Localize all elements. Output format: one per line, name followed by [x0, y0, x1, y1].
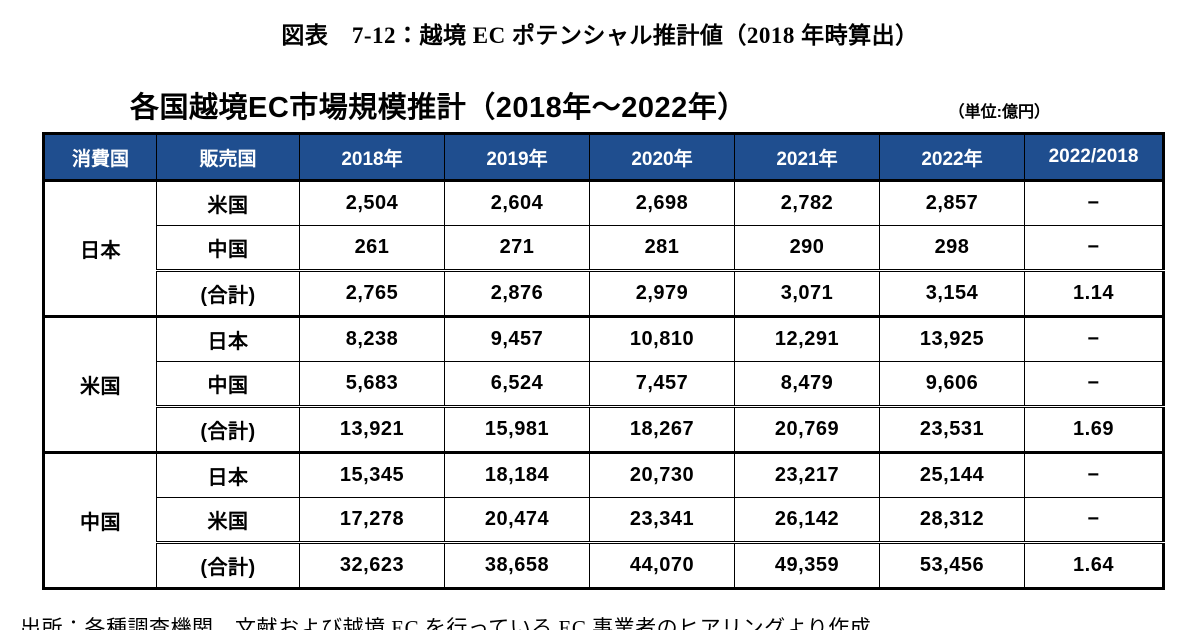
table-title-row: 各国越境EC市場規模推計（2018年～2022年） （単位:億円）: [42, 84, 1162, 126]
value-cell: 17,278: [299, 497, 445, 543]
consumer-cell-us: 米国: [43, 315, 157, 453]
value-cell: 44,070: [589, 541, 735, 589]
value-cell: 28,312: [879, 497, 1025, 543]
source-note: 出所：各種調査機関、文献および越境 EC を行っている EC 事業者のヒアリング…: [20, 616, 872, 630]
value-cell: 9,457: [444, 315, 590, 362]
value-cell: 8,238: [299, 315, 445, 362]
value-cell: 2,604: [444, 180, 590, 226]
seller-cell: 日本: [156, 451, 300, 498]
seller-cell-total: (合計): [156, 541, 300, 589]
market-size-table: 消費国 販売国 2018年 2019年 2020年 2021年 2022年 20…: [42, 132, 1165, 590]
ratio-cell: −: [1024, 225, 1164, 271]
unit-label: （単位:億円）: [948, 104, 1050, 121]
value-cell: 23,531: [879, 405, 1025, 453]
value-cell: 18,184: [444, 451, 590, 498]
value-cell: 15,345: [299, 451, 445, 498]
total-row: (合計) 2,765 2,876 2,979 3,071 3,154 1.14: [44, 269, 1164, 317]
seller-cell: 米国: [156, 180, 300, 226]
header-row: 消費国 販売国 2018年 2019年 2020年 2021年 2022年 20…: [43, 133, 1164, 182]
seller-cell: 日本: [156, 315, 300, 362]
value-cell: 13,921: [299, 405, 445, 453]
value-cell: 32,623: [299, 541, 445, 589]
seller-cell: 中国: [156, 361, 300, 407]
value-cell: 26,142: [734, 497, 880, 543]
column-header-ratio: 2022/2018: [1024, 133, 1164, 182]
table-row: 米国 日本 8,238 9,457 10,810 12,291 13,925 −: [43, 315, 1164, 453]
consumer-cell-china: 中国: [43, 451, 157, 589]
ratio-cell: −: [1024, 451, 1164, 498]
value-cell: 2,504: [299, 180, 445, 226]
seller-cell: 中国: [156, 225, 300, 271]
value-cell: 15,981: [444, 405, 590, 453]
consumer-cell-japan: 日本: [43, 180, 157, 317]
value-cell: 6,524: [444, 361, 590, 407]
value-cell: 2,698: [589, 180, 735, 226]
value-cell: 7,457: [589, 361, 735, 407]
column-header-consumer: 消費国: [43, 133, 157, 182]
value-cell: 2,765: [299, 269, 445, 317]
value-cell: 25,144: [879, 451, 1025, 498]
value-cell: 298: [879, 225, 1025, 271]
value-cell: 2,782: [734, 180, 880, 226]
value-cell: 13,925: [879, 315, 1025, 362]
table-row: 米国 17,278 20,474 23,341 26,142 28,312 −: [44, 497, 1164, 543]
value-cell: 261: [299, 225, 445, 271]
value-cell: 18,267: [589, 405, 735, 453]
column-header-2018: 2018年: [299, 133, 445, 182]
value-cell: 3,071: [734, 269, 880, 317]
column-header-2019: 2019年: [444, 133, 590, 182]
value-cell: 2,857: [879, 180, 1025, 226]
ratio-cell: −: [1024, 361, 1164, 407]
table-row: 日本 米国 2,504 2,604 2,698 2,782 2,857 −: [43, 180, 1164, 317]
value-cell: 5,683: [299, 361, 445, 407]
table-row: 中国 5,683 6,524 7,457 8,479 9,606 −: [44, 361, 1164, 407]
value-cell: 38,658: [444, 541, 590, 589]
value-cell: 290: [734, 225, 880, 271]
value-cell: 281: [589, 225, 735, 271]
ratio-cell: −: [1024, 180, 1164, 226]
value-cell: 3,154: [879, 269, 1025, 317]
column-header-2020: 2020年: [589, 133, 735, 182]
value-cell: 10,810: [589, 315, 735, 362]
seller-cell-total: (合計): [156, 269, 300, 317]
value-cell: 23,217: [734, 451, 880, 498]
total-row: (合計) 13,921 15,981 18,267 20,769 23,531 …: [44, 405, 1164, 453]
ratio-cell: −: [1024, 497, 1164, 543]
value-cell: 8,479: [734, 361, 880, 407]
table-row: 中国 261 271 281 290 298 −: [44, 225, 1164, 271]
ratio-cell: 1.14: [1024, 269, 1164, 317]
value-cell: 2,979: [589, 269, 735, 317]
column-header-2021: 2021年: [734, 133, 880, 182]
seller-cell-total: (合計): [156, 405, 300, 453]
figure-title: 図表 7-12：越境 EC ポテンシャル推計値（2018 年時算出）: [281, 23, 919, 48]
value-cell: 20,474: [444, 497, 590, 543]
value-cell: 9,606: [879, 361, 1025, 407]
ratio-cell: −: [1024, 315, 1164, 362]
seller-cell: 米国: [156, 497, 300, 543]
value-cell: 271: [444, 225, 590, 271]
value-cell: 23,341: [589, 497, 735, 543]
table-row: 中国 日本 15,345 18,184 20,730 23,217 25,144…: [43, 451, 1164, 589]
value-cell: 20,730: [589, 451, 735, 498]
value-cell: 2,876: [444, 269, 590, 317]
value-cell: 20,769: [734, 405, 880, 453]
ratio-cell: 1.64: [1024, 541, 1164, 589]
value-cell: 12,291: [734, 315, 880, 362]
column-header-2022: 2022年: [879, 133, 1025, 182]
total-row: (合計) 32,623 38,658 44,070 49,359 53,456 …: [44, 541, 1164, 589]
table-title: 各国越境EC市場規模推計（2018年～2022年）: [130, 92, 747, 124]
ratio-cell: 1.69: [1024, 405, 1164, 453]
value-cell: 53,456: [879, 541, 1025, 589]
column-header-seller: 販売国: [156, 133, 300, 182]
value-cell: 49,359: [734, 541, 880, 589]
